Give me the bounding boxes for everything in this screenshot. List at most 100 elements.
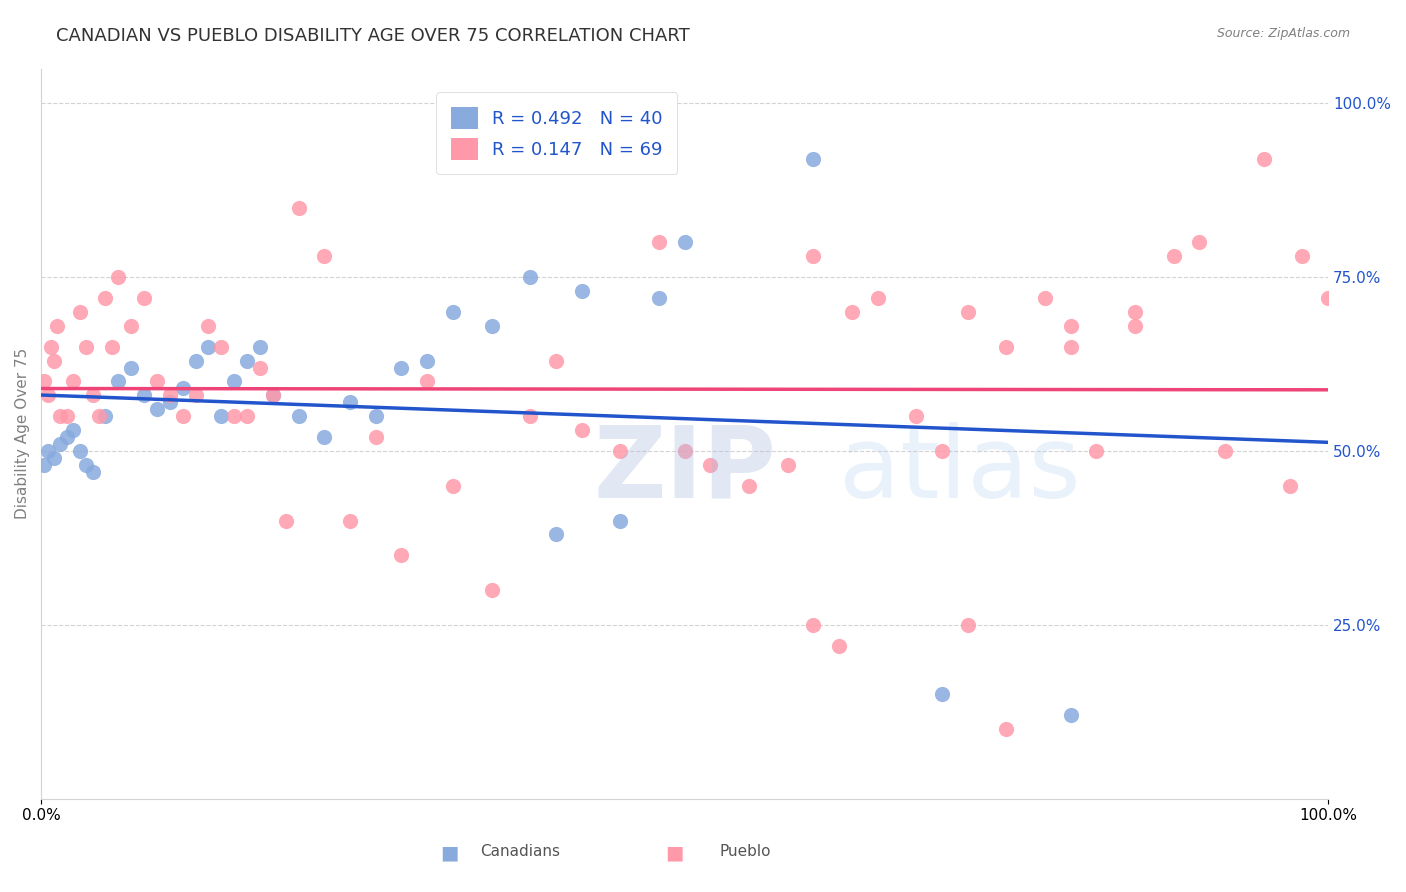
Point: [314, 430, 336, 444]
Point: [1060, 708, 1083, 723]
Point: [107, 270, 129, 285]
Point: [673, 235, 696, 250]
Point: [41, 340, 63, 354]
Point: [1123, 305, 1146, 319]
Text: CANADIAN VS PUEBLO DISABILITY AGE OVER 75 CORRELATION CHART: CANADIAN VS PUEBLO DISABILITY AGE OVER 7…: [56, 27, 690, 45]
Point: [159, 395, 181, 409]
Point: [866, 291, 889, 305]
Point: [648, 291, 671, 305]
Text: atlas: atlas: [839, 422, 1081, 518]
Point: [32, 375, 55, 389]
Point: [956, 618, 979, 632]
Point: [314, 249, 336, 263]
Point: [1278, 479, 1301, 493]
Point: [42, 353, 65, 368]
Point: [841, 305, 863, 319]
Point: [56, 409, 79, 424]
Text: ZIP: ZIP: [593, 422, 776, 518]
Point: [609, 514, 631, 528]
Point: [441, 479, 464, 493]
Point: [32, 458, 55, 472]
Point: [609, 444, 631, 458]
Point: [184, 353, 207, 368]
Y-axis label: Disability Age Over 75: Disability Age Over 75: [15, 348, 30, 519]
Point: [571, 284, 593, 298]
Point: [146, 375, 169, 389]
Point: [391, 549, 413, 563]
Point: [249, 360, 271, 375]
Point: [1188, 235, 1211, 250]
Point: [801, 249, 824, 263]
Point: [132, 291, 155, 305]
Point: [45, 318, 67, 333]
Point: [49, 409, 72, 424]
Point: [416, 375, 439, 389]
Point: [1253, 152, 1275, 166]
Text: Source: ZipAtlas.com: Source: ZipAtlas.com: [1216, 27, 1350, 40]
Point: [828, 639, 851, 653]
Point: [236, 353, 259, 368]
Text: ■: ■: [665, 843, 685, 862]
Point: [931, 444, 953, 458]
Point: [931, 688, 953, 702]
Point: [101, 340, 124, 354]
Point: [82, 465, 104, 479]
Point: [699, 458, 721, 472]
Point: [1317, 291, 1340, 305]
Point: [197, 340, 219, 354]
Point: [75, 458, 97, 472]
Point: [1060, 318, 1083, 333]
Point: [1085, 444, 1108, 458]
Point: [87, 409, 110, 424]
Point: [75, 340, 97, 354]
Point: [1123, 318, 1146, 333]
Point: [1213, 444, 1236, 458]
Point: [544, 353, 567, 368]
Point: [37, 388, 59, 402]
Point: [481, 318, 503, 333]
Text: Canadians: Canadians: [481, 845, 560, 859]
Point: [236, 409, 259, 424]
Point: [956, 305, 979, 319]
Point: [197, 318, 219, 333]
Point: [339, 514, 361, 528]
Point: [416, 353, 439, 368]
Point: [62, 423, 84, 437]
Point: [1033, 291, 1056, 305]
Point: [224, 409, 246, 424]
Point: [995, 340, 1018, 354]
Point: [82, 388, 104, 402]
Point: [1291, 249, 1313, 263]
Point: [287, 409, 309, 424]
Point: [184, 388, 207, 402]
Point: [132, 388, 155, 402]
Point: [801, 618, 824, 632]
Point: [94, 291, 117, 305]
Point: [519, 409, 541, 424]
Point: [224, 375, 246, 389]
Point: [1060, 340, 1083, 354]
Point: [107, 375, 129, 389]
Point: [274, 514, 297, 528]
Point: [738, 479, 761, 493]
Point: [571, 423, 593, 437]
Point: [172, 381, 194, 395]
Point: [544, 527, 567, 541]
Point: [69, 305, 91, 319]
Text: Pueblo: Pueblo: [720, 845, 770, 859]
Point: [648, 235, 671, 250]
Point: [905, 409, 928, 424]
Point: [42, 450, 65, 465]
Point: [249, 340, 271, 354]
Point: [364, 409, 387, 424]
Point: [62, 375, 84, 389]
Legend: R = 0.492   N = 40, R = 0.147   N = 69: R = 0.492 N = 40, R = 0.147 N = 69: [436, 92, 678, 174]
Point: [801, 152, 824, 166]
Point: [995, 723, 1018, 737]
Point: [172, 409, 194, 424]
Point: [339, 395, 361, 409]
Point: [519, 270, 541, 285]
Point: [441, 305, 464, 319]
Point: [391, 360, 413, 375]
Point: [776, 458, 799, 472]
